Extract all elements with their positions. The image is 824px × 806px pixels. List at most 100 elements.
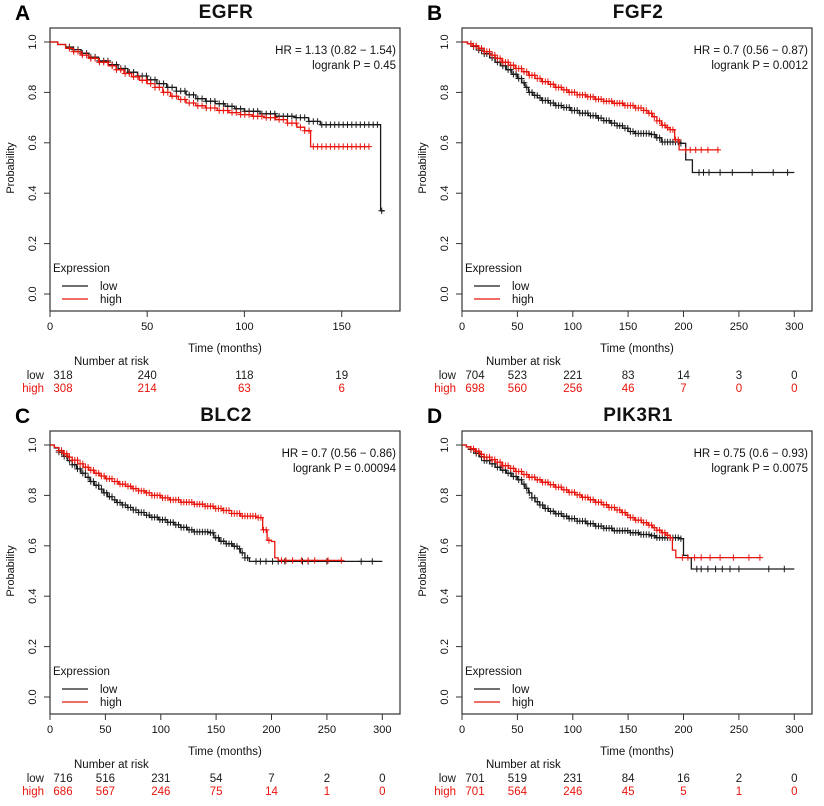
risk-value: 214 xyxy=(138,383,158,395)
risk-value: 6 xyxy=(338,383,344,395)
number-at-risk-table: Number at risk low 318 240 118 19 high 308 214 63… xyxy=(22,356,348,395)
x-axis-label: Time (months) xyxy=(188,343,262,355)
curve-high xyxy=(50,444,345,564)
risk-value: 231 xyxy=(151,773,170,785)
risk-value: 45 xyxy=(622,786,635,798)
risk-value: 14 xyxy=(677,370,690,382)
y-tick-label: 0.6 xyxy=(439,538,451,553)
legend-label-low: low xyxy=(100,281,118,293)
hr-text: HR = 1.13 (0.82 − 1.54) xyxy=(275,45,396,57)
x-tick-label: 0 xyxy=(47,321,53,333)
x-tick-label: 150 xyxy=(619,321,637,333)
logrank-text: logrank P = 0.0012 xyxy=(711,60,808,72)
x-tick-label: 50 xyxy=(511,724,523,736)
y-tick-label: 0.4 xyxy=(439,186,451,201)
risk-value: 0 xyxy=(736,383,742,395)
x-tick-label: 300 xyxy=(785,321,803,333)
risk-value: 63 xyxy=(238,383,251,395)
legend-label-high: high xyxy=(100,697,122,709)
y-tick-label: 0.4 xyxy=(27,186,39,201)
legend-label-low: low xyxy=(512,281,530,293)
curve-high xyxy=(462,444,764,561)
panel-pik3r1: D PIK3R1 0.0 0.2 0.4 0.6 0.8 1.0 Probability 0 5… xyxy=(412,403,824,806)
km-plot-fgf2: 0.0 0.2 0.4 0.6 0.8 1.0 Probability 0 50 100 150 20… xyxy=(417,27,813,395)
risk-row-label: low xyxy=(439,370,457,382)
risk-row-label: high xyxy=(434,786,456,798)
risk-value: 14 xyxy=(265,786,278,798)
curve-high xyxy=(50,41,373,150)
x-tick-label: 0 xyxy=(459,724,465,736)
risk-value: 567 xyxy=(96,786,115,798)
panel-letter: C xyxy=(15,405,31,428)
risk-value: 318 xyxy=(53,370,72,382)
number-at-risk-header: Number at risk xyxy=(74,759,149,771)
risk-row-label: high xyxy=(22,383,44,395)
risk-value: 118 xyxy=(235,370,253,382)
legend-title: Expression xyxy=(465,263,522,275)
risk-value: 0 xyxy=(379,773,385,785)
y-axis-label: Probability xyxy=(417,545,429,597)
axes: 0.0 0.2 0.4 0.6 0.8 1.0 Probability 0 50 100 150 20… xyxy=(417,27,813,355)
risk-value: 84 xyxy=(622,773,635,785)
y-tick-label: 0.0 xyxy=(27,689,39,704)
stats-annotation: HR = 1.13 (0.82 − 1.54) logrank P = 0.45 xyxy=(275,45,396,72)
y-axis-label: Probability xyxy=(417,142,429,194)
y-axis-label: Probability xyxy=(5,142,17,194)
x-axis-label: Time (months) xyxy=(600,746,674,758)
risk-value: 54 xyxy=(210,773,223,785)
y-tick-label: 0.2 xyxy=(439,639,451,654)
risk-value: 560 xyxy=(508,383,527,395)
risk-value: 83 xyxy=(622,370,635,382)
stats-annotation: HR = 0.7 (0.56 − 0.87) logrank P = 0.0012 xyxy=(694,45,809,72)
x-tick-label: 100 xyxy=(564,724,582,736)
risk-value: 564 xyxy=(508,786,528,798)
x-tick-label: 50 xyxy=(99,724,111,736)
risk-value: 5 xyxy=(680,786,686,798)
curve-low xyxy=(50,444,383,565)
x-tick-label: 300 xyxy=(373,724,391,736)
risk-value: 0 xyxy=(791,370,797,382)
logrank-text: logrank P = 0.00094 xyxy=(293,463,397,475)
logrank-text: logrank P = 0.45 xyxy=(312,60,396,72)
risk-value: 2 xyxy=(736,773,742,785)
panel-egfr: A EGFR 0.0 0.2 0.4 0.6 0.8 1.0 Probability 0 50 1… xyxy=(0,0,412,403)
x-tick-label: 0 xyxy=(47,724,53,736)
risk-value: 308 xyxy=(53,383,72,395)
panel-fgf2: B FGF2 0.0 0.2 0.4 0.6 0.8 1.0 Probability 0 50 1… xyxy=(412,0,824,403)
number-at-risk-table: Number at risk low 716 516 231 54 7 2 0 high 686 56… xyxy=(22,759,385,798)
panel-blc2: C BLC2 0.0 0.2 0.4 0.6 0.8 1.0 Probability 0 50 1… xyxy=(0,403,412,806)
risk-value: 701 xyxy=(465,773,484,785)
censor-marks-high xyxy=(467,40,722,154)
risk-value: 246 xyxy=(563,786,582,798)
censor-marks-high xyxy=(467,445,764,561)
x-tick-label: 50 xyxy=(141,321,153,333)
risk-row-label: low xyxy=(439,773,457,785)
risk-value: 7 xyxy=(268,773,274,785)
km-plot-egfr: 0.0 0.2 0.4 0.6 0.8 1.0 Probability 0 50 100 150 Ti… xyxy=(5,27,401,395)
y-tick-label: 0.0 xyxy=(439,286,451,301)
y-tick-label: 1.0 xyxy=(439,34,451,49)
risk-value: 46 xyxy=(622,383,635,395)
legend-title: Expression xyxy=(53,263,110,275)
x-tick-label: 200 xyxy=(262,724,280,736)
panel-letter: A xyxy=(15,2,31,25)
risk-value: 2 xyxy=(324,773,330,785)
y-tick-label: 1.0 xyxy=(27,437,39,452)
curve-low xyxy=(462,444,795,573)
risk-value: 0 xyxy=(379,786,385,798)
risk-value: 19 xyxy=(335,370,348,382)
panel-letter: D xyxy=(427,405,443,428)
panel-title: PIK3R1 xyxy=(603,405,673,426)
y-tick-label: 0.2 xyxy=(439,236,451,251)
censor-marks-low xyxy=(66,43,385,214)
axes: 0.0 0.2 0.4 0.6 0.8 1.0 Probability 0 50 100 150 20… xyxy=(417,430,813,758)
y-axis-label: Probability xyxy=(5,545,17,597)
censor-marks-high xyxy=(55,447,345,564)
risk-value: 221 xyxy=(563,370,582,382)
y-tick-label: 0.8 xyxy=(439,488,451,503)
number-at-risk-header: Number at risk xyxy=(486,356,561,368)
